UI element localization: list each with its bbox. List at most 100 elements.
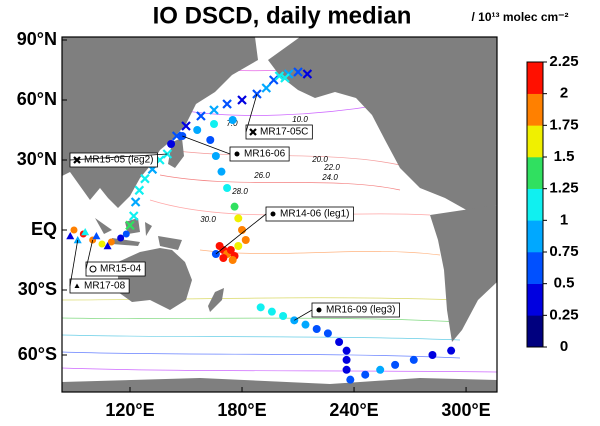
lon-label: 240°E [329, 400, 378, 420]
leader-line [85, 239, 94, 270]
map [61, 37, 498, 392]
legend-symbol [73, 156, 81, 164]
marker-dot [206, 136, 215, 144]
marker-dot [323, 329, 332, 338]
colorbar-segment [527, 283, 543, 316]
marker-dot [193, 126, 202, 134]
marker-x [128, 211, 139, 221]
marker-dot [376, 365, 385, 374]
marker-dot [342, 346, 351, 355]
colorbar-label: 1.25 [549, 180, 578, 197]
cruise-label: MR15-05 (leg2) [84, 155, 153, 166]
colorbar-label: 1.75 [549, 116, 578, 133]
marker-circle [107, 238, 115, 246]
marker-dot [230, 202, 239, 211]
contour-label: 10.0 [292, 115, 308, 124]
marker-circle [122, 230, 130, 238]
cruise-label: MR16-06 [244, 149, 286, 160]
cruise-label: MR15-04 [100, 264, 142, 275]
marker-dot [234, 242, 243, 250]
marker-dot [447, 346, 456, 355]
colorbar-segment [527, 252, 543, 284]
colorbar-segment [527, 220, 543, 253]
contour [61, 297, 461, 301]
marker-x [181, 121, 191, 131]
marker-x [140, 173, 150, 184]
marker-dot [217, 167, 226, 176]
lat-label: 60°N [17, 89, 57, 109]
lon-label: 120°E [105, 400, 154, 420]
marker-dot [223, 184, 232, 192]
contour [61, 367, 498, 373]
contour-label: 26.0 [253, 171, 270, 180]
marker-x [280, 73, 290, 83]
legend-symbol [234, 151, 240, 157]
marker-triangle [81, 228, 90, 236]
marker-triangle [92, 232, 101, 240]
marker-dot [346, 375, 355, 384]
marker-triangle [66, 232, 75, 240]
leader-line [294, 309, 313, 321]
cruise-label: MR17-05C [260, 127, 308, 138]
leader-line [182, 135, 231, 155]
marker-dot [391, 360, 400, 369]
marker-dot [234, 214, 243, 223]
colorbar-label: 2 [560, 85, 568, 102]
marker-x [261, 83, 272, 93]
colorbar-label: 0.75 [549, 243, 578, 260]
marker-x [237, 95, 247, 105]
contour [61, 351, 461, 359]
title: IO DSCD, daily median [153, 2, 412, 29]
marker-x [274, 71, 285, 81]
marker-dot [301, 320, 310, 329]
colorbar-segment [527, 315, 543, 348]
cruise-label: MR14-06 (leg1) [280, 209, 349, 220]
marker-dot [335, 338, 344, 346]
south-america [430, 205, 497, 342]
islands [95, 218, 182, 250]
lat-label: 60°S [18, 344, 57, 364]
colorbar-label: 1 [560, 211, 568, 228]
marker-circle [117, 234, 125, 242]
colorbar-segment [527, 188, 543, 221]
contour-label: 28.0 [231, 187, 248, 196]
leader-line [69, 153, 168, 161]
map-frame [61, 36, 498, 393]
lat-label: 30°N [17, 149, 57, 169]
units: / 10¹³ molec cm⁻² [471, 10, 568, 24]
colorbar-label: 0.5 [554, 275, 575, 292]
marker-x [130, 197, 141, 207]
colorbar-label: 1.5 [554, 148, 575, 165]
colorbar-segment [527, 125, 543, 158]
lat-label: EQ [31, 219, 57, 239]
contour-label: 22.0 [323, 163, 340, 172]
marker-dot [241, 236, 250, 244]
cruise-label: MR17-08 [84, 281, 126, 292]
marker-dot [256, 303, 265, 312]
marker-dot [312, 325, 321, 333]
cruise-label: MR16-09 (leg3) [326, 305, 395, 316]
legend-symbol [316, 307, 322, 313]
lon-label: 300°E [441, 400, 490, 420]
marker-dot [226, 246, 235, 254]
colorbar-label: 2.25 [549, 53, 578, 70]
lat-label: 90°N [17, 29, 57, 49]
marker-dot [342, 355, 351, 364]
leader-line [69, 239, 79, 287]
lat-label: 30°S [18, 279, 57, 299]
marker-x [209, 105, 219, 115]
legend-symbol [249, 128, 257, 136]
colorbar-segment [527, 93, 543, 126]
contour [61, 334, 461, 341]
marker-dot [428, 351, 437, 359]
marker-dot [228, 116, 237, 124]
marker-dot [211, 152, 220, 160]
contour-label: 30.0 [200, 215, 216, 224]
marker-x [293, 67, 303, 77]
lon-label: 180°E [217, 400, 266, 420]
marker-circle [70, 226, 78, 234]
colorbar-segment [527, 62, 543, 94]
colorbar-label: 0 [560, 338, 568, 355]
marker-x [268, 75, 279, 85]
